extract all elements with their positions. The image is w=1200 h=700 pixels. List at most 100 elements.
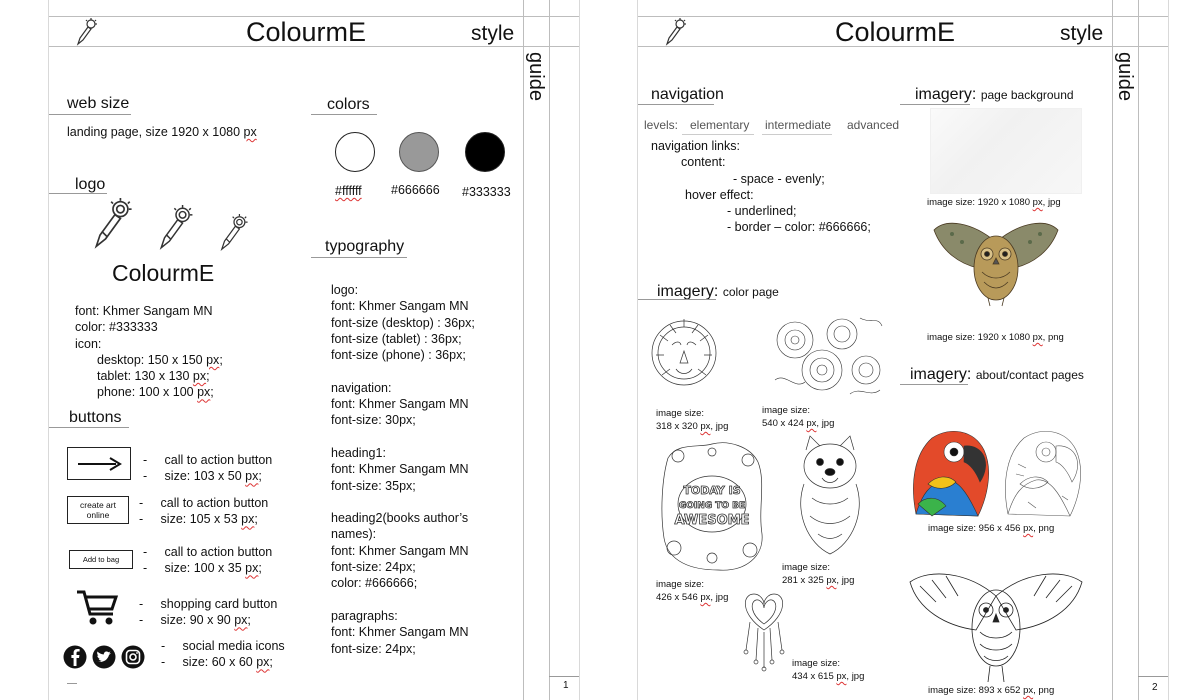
- color-swatch-black: [465, 132, 505, 172]
- section-rule: [900, 104, 970, 105]
- section-rule: [900, 384, 968, 385]
- logo-wordmark: ColourmE: [112, 260, 215, 286]
- instagram-icon: [121, 645, 145, 669]
- style-label: style: [471, 22, 515, 45]
- facebook-icon: [63, 645, 87, 669]
- color-label-2: #666666: [391, 183, 440, 197]
- doodle-text-line-2: GOING TO BE: [679, 501, 745, 511]
- typography-line: navigation:: [331, 380, 392, 395]
- color-caption-3: image size: 426 x 546 px, jpg: [656, 579, 729, 603]
- buttons-heading: buttons: [69, 409, 122, 426]
- button-spec-1: - call to action button - size: 103 x 50…: [143, 453, 273, 484]
- page-number: 2: [1152, 682, 1158, 693]
- guide-column-rule-2: [1138, 0, 1139, 700]
- typography-line: font: Khmer Sangam MN: [331, 462, 469, 477]
- footer-rule: [549, 676, 579, 677]
- header-top-rule: [638, 16, 1168, 17]
- create-art-button-sample: create art online: [67, 496, 129, 524]
- button-spec-5: - social media icons - size: 60 x 60 px;: [161, 639, 285, 670]
- page-number: 1: [563, 680, 569, 691]
- header-bottom-rule: [49, 46, 579, 47]
- color-label-1: #ffffff: [335, 184, 362, 198]
- parrot-caption: image size: 956 x 456 px, png: [928, 523, 1055, 534]
- typography-line: font-size (phone) : 36px;: [331, 348, 466, 363]
- typography-line: [331, 429, 475, 445]
- style-guide-page-1: ColourmE style guide web size landing pa…: [48, 0, 580, 700]
- twitter-icon: [92, 645, 116, 669]
- typography-line: font: Khmer Sangam MN: [331, 543, 469, 558]
- color-label-3: #333333: [462, 185, 511, 199]
- section-rule: [49, 114, 131, 115]
- imagery-about-heading: imagery: about/contact pages: [910, 366, 1084, 383]
- pencil-logo-small-icon: [220, 214, 248, 252]
- parrot-illustration: [913, 431, 1081, 517]
- guide-column-rule-2: [549, 0, 550, 700]
- section-rule: [311, 114, 377, 115]
- section-rule: [311, 257, 407, 258]
- typography-line: font: Khmer Sangam MN: [331, 625, 469, 640]
- typography-line: paragraphs:: [331, 608, 398, 623]
- typography-heading: typography: [325, 238, 405, 255]
- typography-line: [331, 363, 475, 379]
- nav-level-advanced[interactable]: advanced: [847, 118, 900, 132]
- footer-rule: [1138, 676, 1168, 677]
- navigation-spec: navigation links: content: - space - eve…: [651, 139, 871, 235]
- typography-line: color: #666666;: [331, 576, 418, 591]
- owl-color-illustration: [933, 222, 1059, 307]
- section-rule: [49, 427, 129, 428]
- style-guide-page-2: ColourmE style guide navigation levels: …: [637, 0, 1169, 700]
- color-caption-1: image size: 318 x 320 px, jpg: [656, 408, 729, 432]
- nav-level-elementary[interactable]: elementary: [690, 118, 750, 132]
- color-caption-4: image size: 281 x 325 px, jpg: [782, 562, 855, 586]
- guide-label: guide: [525, 52, 547, 101]
- color-swatch-white: [335, 132, 375, 172]
- guide-label: guide: [1114, 52, 1136, 101]
- doodle-text-line-1: TODAY IS: [683, 484, 740, 497]
- typography-line: font: Khmer Sangam MN: [331, 299, 469, 314]
- nav-level-intermediate[interactable]: intermediate: [765, 118, 832, 132]
- section-rule: [638, 104, 714, 105]
- typography-line: font: Khmer Sangam MN: [331, 397, 469, 412]
- typography-line: font-size (desktop) : 36px;: [331, 315, 475, 330]
- logo-heading: logo: [75, 176, 106, 193]
- typography-line: [331, 592, 475, 608]
- dog-coloring-page: [800, 435, 860, 555]
- imagery-color-heading: imagery: color page: [657, 283, 779, 300]
- typography-spec: logo: font: Khmer Sangam MN font-size (des…: [331, 282, 475, 657]
- typography-line: heading2(books author’s: [331, 511, 469, 526]
- bg-caption: image size: 1920 x 1080 px, jpg: [927, 197, 1061, 208]
- page-title: ColourmE: [835, 17, 956, 47]
- header-top-rule: [49, 16, 579, 17]
- typography-line: [331, 494, 475, 510]
- typography-line: font-size: 24px;: [331, 560, 416, 575]
- nav-underline: [682, 134, 754, 135]
- logo-spec: font: Khmer Sangam MN color: #333333 ico…: [75, 304, 223, 400]
- section-rule: [49, 193, 107, 194]
- awesome-coloring-page: TODAY IS GOING TO BE AWESOME: [661, 442, 763, 571]
- typography-line: font-size: 24px;: [331, 641, 416, 656]
- cut-off-rule: [67, 683, 77, 684]
- button-spec-2: - call to action button - size: 105 x 53…: [139, 496, 269, 527]
- colors-heading: colors: [327, 96, 370, 113]
- pencil-logo-large-icon: [94, 198, 132, 249]
- typography-line: font-size: 30px;: [331, 413, 416, 428]
- color-caption-2: image size: 540 x 424 px, jpg: [762, 405, 835, 429]
- pencil-logo-icon: [76, 18, 97, 46]
- lion-coloring-page: [651, 319, 717, 386]
- color-swatch-grey: [399, 132, 439, 172]
- web-size-heading: web size: [67, 95, 130, 112]
- typography-line: logo:: [331, 283, 359, 297]
- owl-caption: image size: 1920 x 1080 px, png: [927, 332, 1064, 343]
- arrow-right-icon: [78, 456, 122, 471]
- style-label: style: [1060, 22, 1104, 45]
- button-spec-3: - call to action button - size: 100 x 35…: [143, 545, 273, 576]
- heart-dreamcatcher-coloring-page: [743, 593, 785, 672]
- imagery-bg-heading: imagery: page background: [915, 86, 1074, 103]
- section-rule: [638, 299, 716, 300]
- arrow-button-sample: [67, 447, 131, 480]
- owl-coloring-caption: image size: 893 x 652 px, png: [928, 685, 1055, 696]
- typography-line: font-size (tablet) : 36px;: [331, 331, 462, 346]
- button-spec-4: - shopping card button - size: 90 x 90 p…: [139, 597, 278, 628]
- page-background-image: [930, 108, 1082, 194]
- guide-column-rule: [523, 0, 524, 700]
